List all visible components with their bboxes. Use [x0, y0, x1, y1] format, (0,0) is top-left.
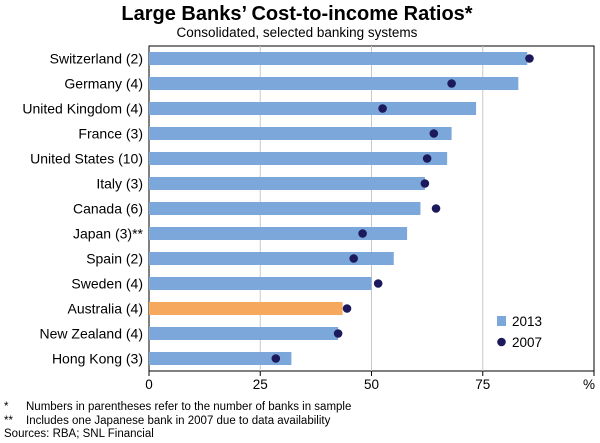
- bar-italy-3: [149, 177, 425, 190]
- dot-canada-6: [431, 204, 441, 213]
- dot-hong-kong-3: [271, 354, 281, 363]
- bar-france-3: [149, 127, 452, 140]
- category-label-canada-6: Canada (6): [73, 201, 143, 217]
- category-label-sweden-4: Sweden (4): [71, 276, 143, 292]
- legend-label-2007: 2007: [512, 335, 542, 350]
- legend-label-2013: 2013: [512, 314, 542, 329]
- x-axis-unit: %: [583, 377, 595, 392]
- footnote-2: ** Includes one Japanese bank in 2007 du…: [4, 415, 594, 429]
- legend-swatch-2007: [497, 337, 506, 347]
- bar-united-kingdom-4: [149, 102, 477, 115]
- bar-sweden-4: [149, 277, 372, 290]
- chart-title: Large Banks’ Cost-to-income Ratios*: [121, 3, 472, 25]
- bars-2013: [149, 52, 528, 365]
- category-label-united-states-10: United States (10): [30, 151, 143, 167]
- category-label-germany-4: Germany (4): [64, 76, 143, 92]
- category-label-united-kingdom-4: United Kingdom (4): [22, 101, 143, 117]
- dot-switzerland-2: [525, 54, 534, 63]
- footnote-1: * Numbers in parentheses refer to the nu…: [4, 401, 594, 415]
- footnote-1-text: Numbers in parentheses refer to the numb…: [26, 401, 352, 413]
- tick-label-50: 50: [364, 377, 379, 392]
- bar-spain-2: [149, 252, 394, 265]
- footnote-2-text: Includes one Japanese bank in 2007 due t…: [26, 414, 331, 427]
- footnote-2-mark: **: [4, 414, 13, 427]
- bar-new-zealand-4: [149, 327, 339, 340]
- dot-united-states-10: [422, 154, 432, 163]
- dots-2007: [271, 54, 534, 363]
- category-label-italy-3: Italy (3): [96, 176, 143, 192]
- tick-label-75: 75: [475, 377, 490, 392]
- bar-japan-3: [149, 227, 408, 240]
- tick-label-25: 25: [253, 377, 268, 392]
- dot-italy-3: [420, 179, 430, 188]
- dot-sweden-4: [373, 279, 383, 288]
- category-label-australia-4: Australia (4): [68, 301, 143, 317]
- bar-canada-6: [149, 202, 421, 215]
- bar-germany-4: [149, 77, 519, 90]
- category-label-switzerland-2: Switzerland (2): [50, 51, 143, 67]
- category-label-france-3: France (3): [78, 126, 143, 142]
- category-label-hong-kong-3: Hong Kong (3): [52, 351, 143, 367]
- footnote-1-mark: *: [4, 401, 9, 413]
- dot-new-zealand-4: [333, 329, 343, 338]
- sources-note: Sources: RBA; SNL Financial: [4, 428, 154, 440]
- dot-spain-2: [349, 254, 359, 263]
- category-label-new-zealand-4: New Zealand (4): [40, 326, 144, 342]
- dot-japan-3: [358, 229, 367, 238]
- bar-switzerland-2: [149, 52, 528, 65]
- dot-germany-4: [447, 79, 456, 88]
- legend-swatch-2013: [497, 316, 506, 326]
- bar-united-states-10: [149, 152, 448, 165]
- dot-united-kingdom-4: [378, 104, 387, 113]
- category-label-japan-3: Japan (3)**: [73, 226, 144, 242]
- bar-australia-4: [149, 302, 343, 315]
- legend: 2013 2007: [497, 314, 542, 350]
- dot-france-3: [429, 129, 439, 138]
- chart-subtitle: Consolidated, selected banking systems: [177, 25, 418, 40]
- bar-hong-kong-3: [149, 352, 292, 365]
- x-axis-ticks: 0 25 50 75: [145, 371, 595, 392]
- category-labels: Switzerland (2) Germany (4) United Kingdom…: [22, 51, 143, 367]
- tick-label-0: 0: [145, 377, 153, 392]
- category-label-spain-2: Spain (2): [86, 251, 143, 267]
- dot-australia-4: [342, 304, 352, 313]
- footnotes: * Numbers in parentheses refer to the nu…: [4, 401, 594, 442]
